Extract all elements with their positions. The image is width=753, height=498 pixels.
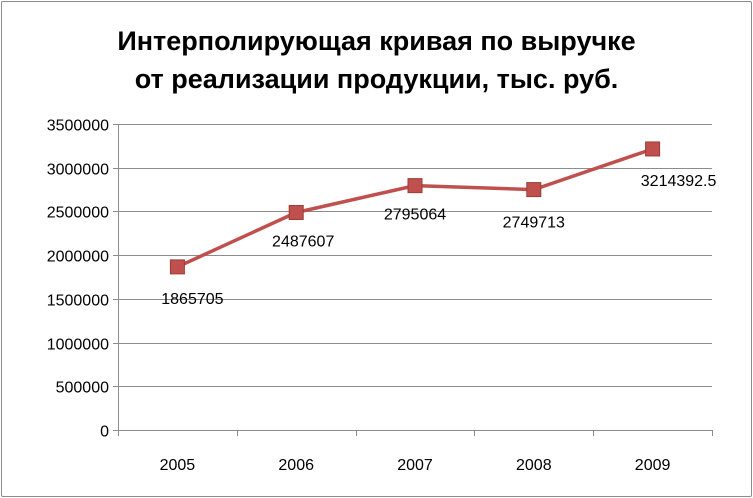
- data-labels: 1865705 2487607 2795064 2749713 3214392.5: [161, 173, 716, 308]
- data-label: 3214392.5: [641, 173, 717, 190]
- chart-title-line-2: от реализации продукции, тыс. руб.: [134, 64, 619, 94]
- data-label: 2795064: [384, 207, 446, 224]
- x-tick-label: 2007: [397, 457, 433, 474]
- y-tick-label: 1500000: [47, 293, 109, 310]
- data-point-marker: [288, 205, 304, 221]
- axes: [113, 124, 713, 436]
- chart-title-line-1: Интерполирующая кривая по выручке: [117, 26, 636, 56]
- x-tick-label: 2005: [160, 457, 196, 474]
- data-point-marker: [526, 182, 542, 198]
- gridlines: [118, 124, 712, 387]
- data-label: 1865705: [161, 291, 223, 308]
- y-tick-label: 3000000: [47, 162, 109, 179]
- y-tick-label: 2000000: [47, 249, 109, 266]
- y-tick-label: 1000000: [47, 337, 109, 354]
- x-tick-label: 2006: [278, 457, 314, 474]
- x-axis-tick-labels: 2005 2006 2007 2008 2009: [160, 457, 671, 474]
- series-revenue: [169, 141, 661, 275]
- y-tick-label: 500000: [56, 380, 109, 397]
- data-label: 2749713: [503, 215, 565, 232]
- x-tick-label: 2008: [516, 457, 552, 474]
- y-axis-tick-labels: 0 500000 1000000 1500000 2000000 2500000 30000…: [47, 118, 109, 441]
- data-point-marker: [407, 178, 423, 194]
- data-point-marker: [645, 141, 661, 157]
- data-label: 2487607: [272, 234, 334, 251]
- y-tick-label: 3500000: [47, 118, 109, 135]
- x-tick-label: 2009: [635, 457, 671, 474]
- y-tick-label: 2500000: [47, 205, 109, 222]
- data-point-marker: [169, 259, 185, 275]
- y-tick-label: 0: [100, 424, 109, 441]
- chart-title: Интерполирующая кривая по выручке от реа…: [0, 22, 753, 98]
